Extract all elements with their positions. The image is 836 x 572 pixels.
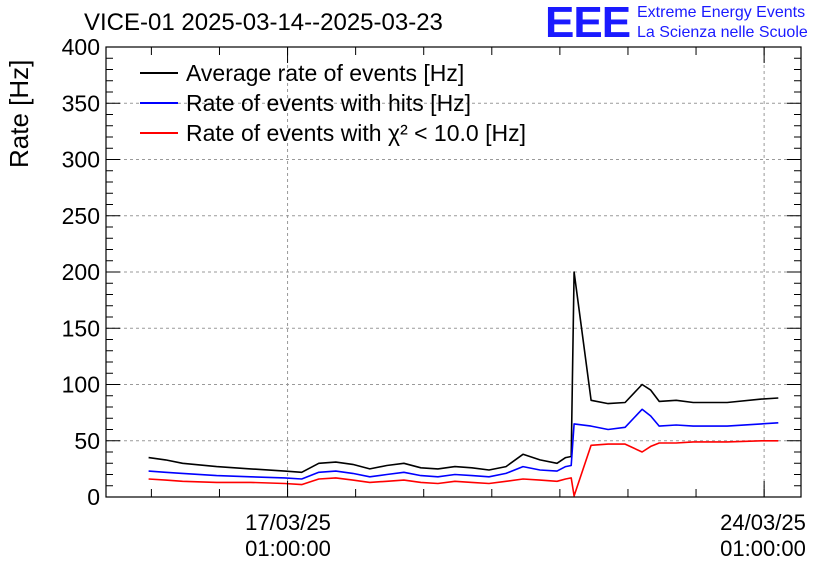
grid bbox=[106, 47, 801, 497]
y-axis-label: Rate [Hz] bbox=[4, 59, 34, 168]
series-line-1 bbox=[148, 408, 779, 480]
y-tick-label: 150 bbox=[62, 315, 100, 341]
x-tick-2-time: 01:00:00 bbox=[720, 536, 806, 561]
y-tick-label: 0 bbox=[87, 484, 100, 510]
x-tick-2-date: 24/03/25 bbox=[720, 510, 806, 535]
legend-entry-average: Average rate of events [Hz] bbox=[140, 58, 526, 88]
y-tick-label: 200 bbox=[62, 259, 100, 285]
eee-logo: EEE bbox=[545, 0, 631, 47]
logo-line-2: La Scienza nelle Scuole bbox=[637, 24, 808, 41]
logo-line-1: Extreme Energy Events bbox=[637, 4, 806, 21]
legend-label-chi2: Rate of events with χ² < 10.0 [Hz] bbox=[186, 119, 526, 146]
x-tick-label-2: 24/03/25 01:00:00 bbox=[703, 510, 823, 562]
y-tick-label: 100 bbox=[62, 372, 100, 398]
y-tick-label: 400 bbox=[62, 34, 100, 60]
legend-swatch-black bbox=[140, 72, 178, 74]
legend-entry-hits: Rate of events with hits [Hz] bbox=[140, 88, 526, 118]
x-tick-1-time: 01:00:00 bbox=[245, 536, 331, 561]
y-tick-label: 250 bbox=[62, 203, 100, 229]
axes: 0 50 100 150 200 250 300 350 400 bbox=[62, 34, 802, 510]
y-tick-label: 50 bbox=[74, 428, 100, 454]
x-tick-label-1: 17/03/25 01:00:00 bbox=[228, 510, 348, 562]
legend-swatch-red bbox=[140, 132, 178, 134]
series-line-2 bbox=[148, 439, 779, 497]
chart-title: VICE-01 2025-03-14--2025-03-23 bbox=[84, 9, 443, 36]
series-line-0 bbox=[148, 271, 779, 474]
legend-label-hits: Rate of events with hits [Hz] bbox=[186, 89, 472, 116]
plot-frame bbox=[105, 46, 802, 498]
legend-entry-chi2: Rate of events with χ² < 10.0 [Hz] bbox=[140, 118, 526, 148]
legend: Average rate of events [Hz] Rate of even… bbox=[140, 58, 526, 148]
y-tick-label: 350 bbox=[62, 90, 100, 116]
legend-swatch-blue bbox=[140, 102, 178, 104]
series-lines bbox=[148, 271, 779, 497]
y-tick-label: 300 bbox=[62, 147, 100, 173]
x-tick-1-date: 17/03/25 bbox=[245, 510, 331, 535]
legend-label-average: Average rate of events [Hz] bbox=[186, 59, 465, 86]
